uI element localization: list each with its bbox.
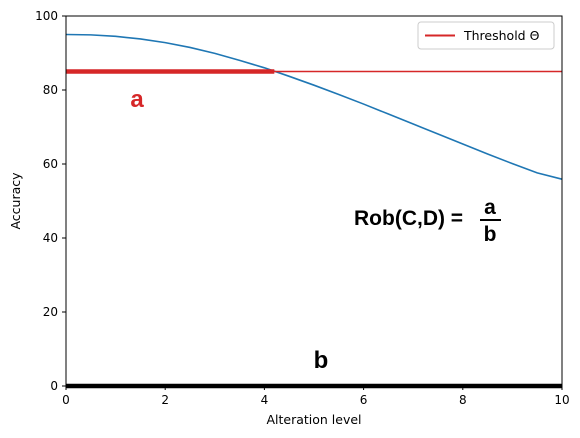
legend-box [417,21,555,50]
y-tick-label: 40 [43,231,58,245]
annotation-b-label: b [314,347,329,374]
formula-left: Rob(C,D) = [354,207,463,230]
annotation-a-label: a [130,86,144,113]
y-tick-label: 20 [43,305,58,319]
formula-numerator: a [484,196,496,219]
legend: Threshold Θ [417,21,555,50]
x-tick-label: 6 [360,393,368,407]
x-tick-label: 0 [62,393,70,407]
legend-threshold-label: Threshold Θ [463,28,540,43]
accuracy-curve [65,33,563,180]
plot-frame [65,15,563,387]
y-tick-label: 60 [43,157,58,171]
y-tick-label: 0 [50,379,58,393]
x-tick-label: 8 [459,393,467,407]
x-axis-label: Alteration level [266,412,361,427]
y-tick-label: 100 [35,9,58,23]
robustness-formula: Rob(C,D) = a b [354,196,501,246]
x-tick-label: 10 [554,393,569,407]
y-axis-label: Accuracy [8,172,23,230]
y-tick-label: 80 [43,83,58,97]
x-tick-label: 2 [161,393,169,407]
formula-denominator: b [484,223,497,246]
x-tick-label: 4 [261,393,269,407]
